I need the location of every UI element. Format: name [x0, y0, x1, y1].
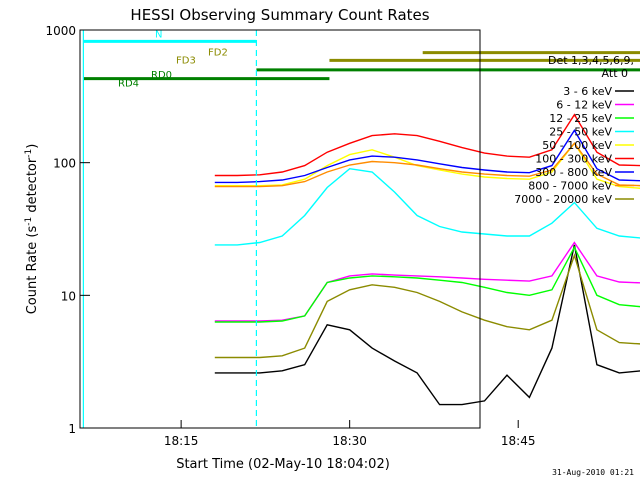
legend-header-line1: Det 1,3,4,5,6,9, — [548, 54, 634, 67]
series-line-8 — [214, 253, 640, 359]
y-axis-label-mid: detector — [25, 157, 40, 217]
x-tick-label-0: 18:15 — [164, 434, 199, 448]
marker-label-0: N — [155, 29, 162, 40]
vertical-lines — [82, 30, 258, 428]
series-line-4 — [214, 142, 640, 189]
marker-bars: N FD2 FD3 RD0 RD4 — [83, 29, 640, 90]
marker-label-3: RD0 — [151, 70, 172, 81]
y-axis-label: Count Rate (s-1 detector-1) — [24, 144, 40, 315]
x-tick-label-1: 18:30 — [332, 434, 367, 448]
series-line-5 — [214, 113, 640, 177]
y-axis-label-exp1: -1 — [24, 217, 34, 226]
chart-title: HESSI Observing Summary Count Rates — [130, 6, 429, 24]
x-axis-label: Start Time (02-May-10 18:04:02) — [176, 457, 390, 472]
legend-label-8: 7000 - 20000 keV — [514, 193, 612, 206]
legend-label-0: 3 - 6 keV — [563, 85, 612, 98]
legend-label-3: 25 - 50 keV — [549, 126, 612, 139]
marker-label-2: FD3 — [176, 55, 196, 66]
y-tick-label-2: 100 — [53, 157, 76, 171]
y-tick-label-1: 10 — [61, 289, 76, 303]
y-axis-label-end: ) — [25, 144, 40, 149]
series-line-2 — [214, 245, 640, 323]
legend-label-6: 300 - 800 keV — [535, 166, 612, 179]
legend-label-5: 100 - 300 keV — [535, 153, 612, 166]
y-axis-label-exp2: -1 — [24, 149, 34, 158]
y-tick-label-3: 1000 — [45, 24, 76, 38]
series-line-7 — [214, 142, 640, 188]
marker-label-1: FD2 — [208, 48, 228, 59]
x-tick-label-2: 18:45 — [501, 434, 536, 448]
legend-label-2: 12 - 25 keV — [549, 112, 612, 125]
legend-label-4: 50 - 100 keV — [542, 139, 612, 152]
plot-frame — [79, 29, 481, 429]
series-line-0 — [214, 244, 640, 406]
series-line-3 — [214, 167, 640, 246]
marker-label-4: RD4 — [118, 79, 139, 90]
legend-label-1: 6 - 12 keV — [556, 99, 612, 112]
series-traces — [214, 113, 640, 406]
y-tick-label-0: 1 — [68, 422, 76, 436]
legend-header-line2: Att 0 — [602, 67, 628, 80]
timestamp: 31-Aug-2010 01:21 — [552, 468, 634, 477]
y-axis-label-main: Count Rate (s — [25, 226, 40, 315]
series-line-6 — [214, 129, 640, 184]
legend-label-7: 800 - 7000 keV — [528, 180, 612, 193]
series-line-1 — [214, 241, 640, 322]
